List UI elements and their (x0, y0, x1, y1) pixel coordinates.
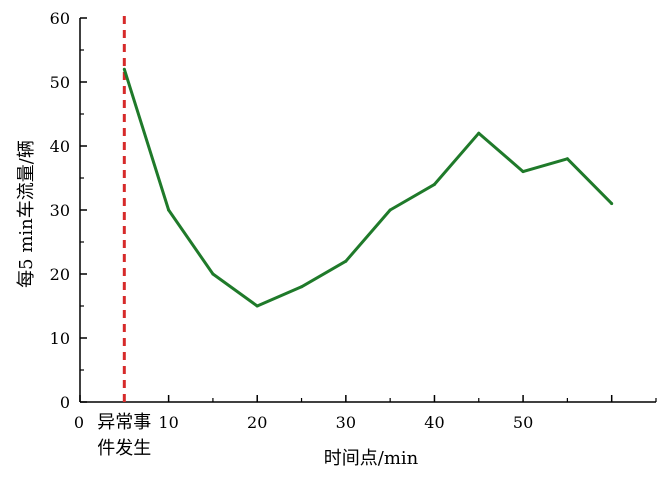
data-point (432, 182, 436, 186)
y-tick-label: 20 (50, 265, 70, 284)
x-tick-label: 20 (247, 413, 267, 432)
series-group (122, 67, 614, 308)
x-tick-label: 30 (336, 413, 356, 432)
data-point (255, 304, 259, 308)
series-line (122, 68, 613, 308)
x-axis-title: 时间点/min (324, 448, 419, 469)
y-tick-label: 60 (50, 9, 70, 28)
y-axis-title: 每5 min车流量/辆 (16, 140, 37, 288)
y-ticks: 0 10 20 30 40 50 60 (50, 9, 87, 412)
y-tick-label: 40 (50, 137, 70, 156)
data-point (388, 208, 392, 212)
data-point (610, 202, 614, 206)
y-tick-label: 0 (60, 393, 70, 412)
data-point (167, 208, 171, 212)
axes (79, 18, 656, 403)
data-point (300, 285, 304, 289)
data-point (565, 157, 569, 161)
x-tick-label: 40 (424, 413, 444, 432)
y-tick-label: 30 (50, 201, 70, 220)
x-tick-label: 50 (513, 413, 533, 432)
data-point (211, 272, 215, 276)
event-marker-label-line1: 异常事 (97, 412, 151, 433)
y-tick-label: 10 (50, 329, 70, 348)
data-point (521, 170, 525, 174)
data-point (122, 67, 126, 71)
data-point (477, 131, 481, 135)
x-tick-label: 10 (158, 413, 178, 432)
x-ticks: 0 10 20 30 40 50 (74, 395, 657, 432)
event-marker-label-line2: 件发生 (97, 438, 151, 459)
data-point (344, 259, 348, 263)
y-tick-label: 50 (50, 73, 70, 92)
x-tick-label: 0 (74, 413, 84, 432)
